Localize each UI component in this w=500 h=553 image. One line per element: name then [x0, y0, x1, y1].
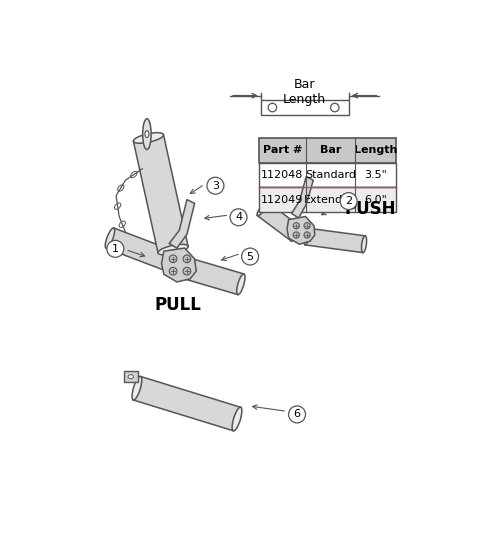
- Text: Extended: Extended: [304, 195, 357, 205]
- Ellipse shape: [330, 103, 339, 112]
- Ellipse shape: [183, 267, 191, 275]
- Polygon shape: [287, 217, 315, 244]
- Ellipse shape: [293, 223, 300, 229]
- Ellipse shape: [304, 228, 309, 245]
- Bar: [261, 100, 348, 115]
- Text: Standard: Standard: [305, 170, 356, 180]
- Ellipse shape: [158, 244, 188, 255]
- Ellipse shape: [304, 223, 310, 229]
- Ellipse shape: [268, 103, 276, 112]
- Text: 4: 4: [235, 212, 242, 222]
- Bar: [258, 163, 396, 187]
- Ellipse shape: [128, 375, 134, 379]
- Ellipse shape: [132, 377, 142, 400]
- Text: 5: 5: [246, 252, 254, 262]
- Text: Part #: Part #: [262, 145, 302, 155]
- Polygon shape: [258, 202, 302, 241]
- Text: Length: Length: [354, 145, 397, 155]
- Ellipse shape: [145, 131, 149, 138]
- Ellipse shape: [184, 258, 192, 279]
- Text: PULL: PULL: [154, 296, 201, 314]
- Ellipse shape: [107, 241, 124, 257]
- Text: PUSH: PUSH: [345, 200, 397, 218]
- Text: Bar
Length: Bar Length: [283, 78, 327, 106]
- Polygon shape: [106, 228, 184, 275]
- Text: 6: 6: [294, 409, 300, 419]
- Ellipse shape: [183, 255, 191, 263]
- Ellipse shape: [291, 227, 302, 241]
- Ellipse shape: [340, 192, 357, 210]
- Text: 1: 1: [112, 244, 119, 254]
- Ellipse shape: [236, 274, 245, 295]
- Ellipse shape: [304, 232, 310, 238]
- Ellipse shape: [242, 248, 258, 265]
- Polygon shape: [134, 134, 188, 253]
- Text: 3.5": 3.5": [364, 170, 386, 180]
- Ellipse shape: [230, 209, 247, 226]
- Ellipse shape: [105, 228, 115, 248]
- Ellipse shape: [176, 255, 186, 275]
- Bar: [124, 371, 138, 382]
- Text: 6.0": 6.0": [364, 195, 386, 205]
- Ellipse shape: [293, 232, 300, 238]
- Text: 112049: 112049: [261, 195, 304, 205]
- Ellipse shape: [288, 406, 306, 423]
- Ellipse shape: [362, 236, 366, 253]
- Text: 3: 3: [212, 181, 219, 191]
- Bar: [258, 138, 396, 163]
- Text: 2: 2: [345, 196, 352, 206]
- Bar: [258, 187, 396, 212]
- Ellipse shape: [257, 202, 268, 216]
- Polygon shape: [305, 228, 365, 253]
- Text: Bar: Bar: [320, 145, 341, 155]
- Polygon shape: [292, 176, 313, 218]
- Polygon shape: [169, 200, 194, 248]
- Ellipse shape: [169, 255, 177, 263]
- Ellipse shape: [169, 267, 177, 275]
- Text: 112048: 112048: [261, 170, 304, 180]
- Ellipse shape: [207, 178, 224, 194]
- Polygon shape: [186, 259, 244, 295]
- Polygon shape: [162, 248, 196, 282]
- Ellipse shape: [142, 119, 151, 149]
- Polygon shape: [134, 377, 240, 431]
- Ellipse shape: [232, 407, 242, 431]
- Ellipse shape: [134, 133, 164, 143]
